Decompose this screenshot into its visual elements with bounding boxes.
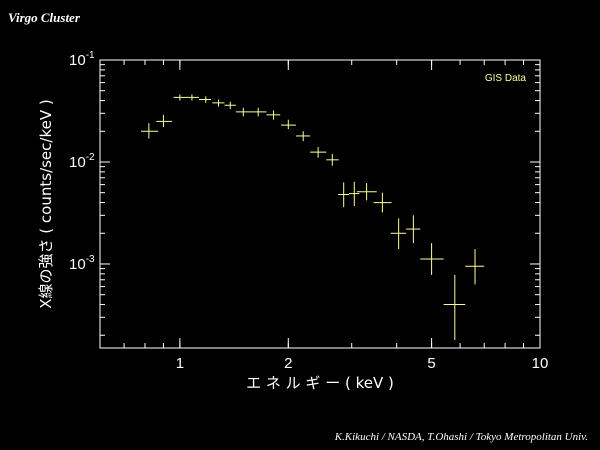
data-point	[420, 243, 444, 275]
data-point	[373, 192, 392, 213]
data-point	[338, 182, 350, 208]
x-axis-label: エ ネ ル ギ ー ( keV )	[246, 374, 394, 392]
data-point	[390, 218, 407, 250]
y-tick-label: 10-1	[69, 50, 95, 69]
data-point	[356, 183, 377, 201]
x-tick-label: 5	[427, 355, 435, 372]
x-axis-ticks: 1 2 5 10	[176, 60, 549, 372]
data-point	[156, 114, 172, 128]
data-point	[281, 119, 296, 130]
data-point	[235, 107, 251, 117]
data-point	[295, 131, 311, 142]
y-tick-exponent: -2	[86, 152, 95, 163]
plot-frame	[99, 59, 541, 349]
y-tick-exponent: -1	[86, 50, 95, 61]
data-point	[349, 181, 360, 207]
data-point	[212, 99, 225, 107]
data-point	[224, 101, 236, 110]
data-point	[443, 274, 466, 340]
y-tick-label: 10-3	[69, 254, 95, 273]
y-minor-ticks	[100, 59, 540, 336]
data-point	[199, 96, 211, 103]
data-point	[250, 107, 267, 117]
y-axis-ticks: 10-1 10-2 10-3	[69, 50, 540, 273]
y-tick-label: 10-2	[69, 152, 95, 171]
data-point	[406, 215, 421, 244]
data-point	[266, 110, 281, 120]
credit-line: K.Kikuchi / NASDA, T.Ohashi / Tokyo Metr…	[334, 431, 588, 443]
legend-label: GIS Data	[485, 73, 527, 84]
data-point	[173, 94, 187, 101]
y-tick-exponent: -3	[86, 254, 95, 265]
chart-title: Virgo Cluster	[8, 10, 81, 25]
x-tick-label: 2	[284, 355, 292, 372]
data-point	[186, 94, 200, 101]
x-minor-ticks	[99, 60, 541, 348]
data-series	[141, 94, 485, 340]
data-point	[141, 123, 159, 139]
y-axis-label: X線の強さ ( counts/sec/keV )	[37, 99, 55, 308]
x-tick-label: 1	[176, 355, 184, 372]
data-point	[465, 249, 485, 285]
data-point	[310, 147, 327, 158]
x-tick-label: 10	[532, 355, 549, 372]
data-point	[326, 153, 339, 166]
